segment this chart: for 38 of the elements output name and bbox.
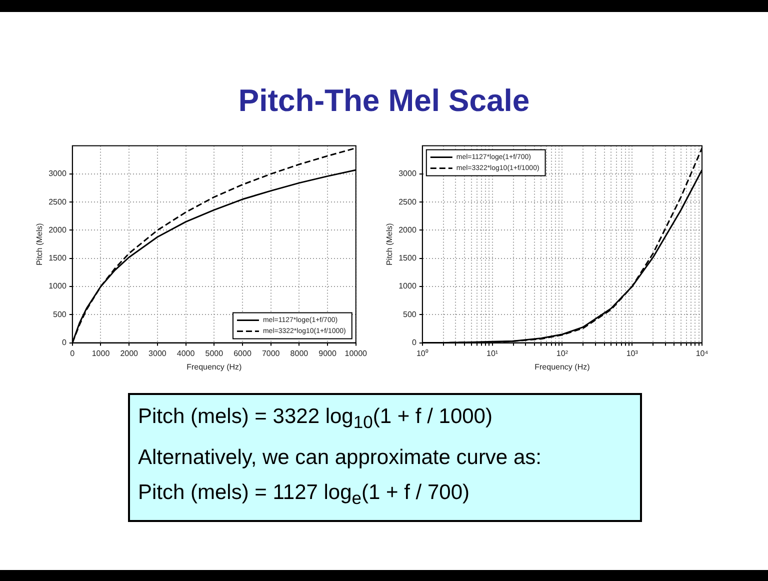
x-tick-label: 4000 (176, 348, 196, 358)
x-tick-label: 2000 (120, 348, 139, 358)
y-axis-title: Pitch (Mels) (35, 222, 44, 266)
y-tick-label: 500 (403, 310, 417, 319)
y-tick-label: 2500 (48, 197, 67, 206)
y-tick-label: 2000 (48, 225, 67, 234)
x-tick-label: 8000 (290, 348, 309, 358)
text: Pitch (mels) = 3322 log$_{10}$(1 + f / 1000) (138, 404, 494, 434)
y-tick-label: 2500 (398, 197, 417, 206)
text: Alternatively, we can approximate curve as: (138, 445, 542, 472)
y-tick-label: 3000 (398, 169, 417, 178)
x-tick-label: 1000 (92, 348, 110, 358)
y-tick-label: 1000 (398, 282, 417, 291)
x-tick-label: 7000 (262, 348, 280, 358)
x-tick-label: 10000 (344, 348, 368, 358)
y-tick-label: 3000 (48, 169, 67, 178)
y-tick-label: 0 (62, 338, 67, 348)
y-tick-label: 1500 (398, 254, 417, 263)
y-tick-label: 500 (53, 310, 67, 319)
x-tick-label: 10⁰ (416, 348, 428, 358)
x-tick-label: 10² (556, 348, 568, 358)
x-tick-label: 3000 (148, 348, 167, 358)
x-tick-label: 10⁴ (696, 348, 709, 358)
x-tick-label: 0 (70, 348, 76, 358)
x-tick-label: 9000 (318, 348, 337, 358)
x-tick-label: 10¹ (486, 348, 498, 358)
x-axis-title: Frequency (Hz) (534, 362, 590, 372)
y-tick-label: 1000 (48, 282, 67, 291)
y-tick-label: 0 (412, 338, 417, 348)
y-tick-label: 1500 (48, 254, 67, 263)
x-tick-label: 6000 (234, 348, 252, 358)
y-axis-title: Pitch (Mels) (385, 222, 394, 266)
chart-title: Pitch-The Mel Scale (237, 83, 531, 119)
x-tick-label: 5000 (205, 348, 224, 358)
text: Pitch (mels) = 1127 log$_{e}$(1 + f / 700) (138, 480, 471, 510)
x-tick-label: 10³ (626, 348, 638, 358)
x-axis-title: Frequency (Hz) (186, 362, 242, 372)
y-tick-label: 2000 (398, 225, 417, 234)
